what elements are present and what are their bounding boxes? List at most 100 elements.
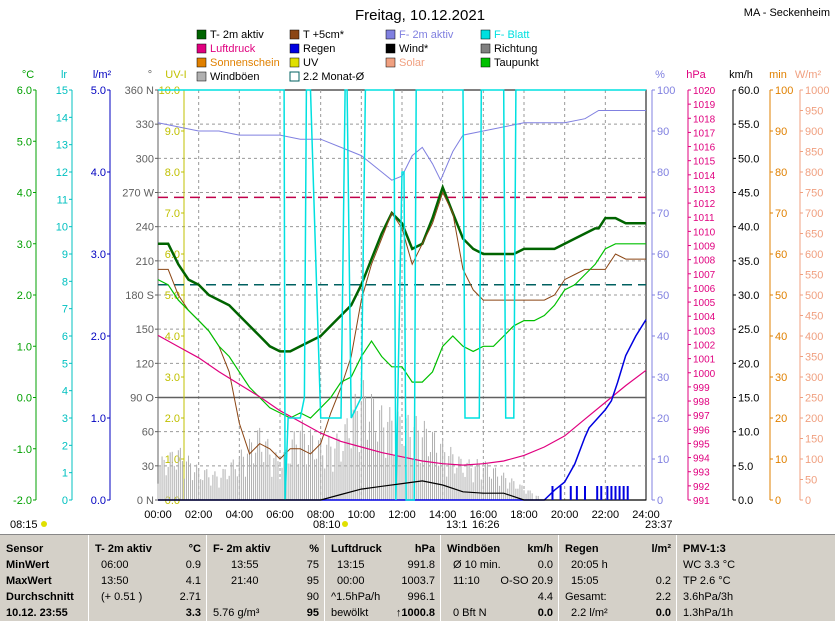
axis-tick-label: 0.0	[91, 495, 106, 507]
stats-pres-min: 991.8	[407, 559, 435, 571]
stats-temp-column: T- 2m aktiv °C 06:00 0.9 13:50 4.1 (+ 0.51 …	[88, 535, 207, 621]
axis-tick-label: 4.0	[17, 188, 32, 200]
axis-tick-label: 20	[775, 413, 787, 425]
series-line	[157, 243, 646, 419]
legend-swatch	[196, 57, 207, 68]
axis-tick-label: 2.0	[91, 331, 106, 343]
axis-tick-label: 2	[62, 440, 68, 452]
axis-tick-label: 50	[775, 290, 787, 302]
axis-tick-label: 996	[693, 425, 710, 436]
axis-tick-label: -2.0	[13, 495, 32, 507]
axis-tick-label: 50.0	[738, 153, 759, 165]
axis-tick-label: 5	[62, 358, 68, 370]
axis-tick-label: 5.0	[165, 290, 180, 302]
legend-swatch	[385, 57, 396, 68]
axis-unit: °C	[22, 69, 34, 81]
axis-tick-label: 10	[657, 454, 669, 466]
axis-tick-label: 5.0	[738, 461, 753, 473]
axis-tick-label: 120	[136, 358, 154, 370]
axis-tick-label: 360 N	[125, 85, 154, 97]
stats-pres-current: 1000.8	[401, 607, 435, 619]
axis-tick-label: 20.0	[738, 358, 759, 370]
stats-rain-max: 0.2	[655, 575, 671, 587]
stats-wind-current: 0.0	[537, 607, 553, 619]
axis-tick-label: 650	[805, 229, 823, 241]
axis-tick-label: 6	[62, 331, 68, 343]
axis-tick-label: 0	[657, 495, 663, 507]
series-line	[157, 334, 647, 466]
axis-tick-label: 1002	[693, 340, 716, 351]
axis-tick-label: 90	[775, 126, 787, 138]
stats-row-avg: Durchschnitt	[6, 591, 74, 603]
axis-tick-label: 7	[62, 304, 68, 316]
axis-tick-label: 5.0	[91, 85, 106, 97]
x-tick-label: 04:00	[226, 509, 254, 521]
axis-tick-label: 1001	[693, 355, 716, 366]
axis-unit: °	[148, 69, 152, 81]
axis-tick-label: 80	[657, 167, 669, 179]
x-tick-label: 24:00	[632, 509, 660, 521]
axis-tick-label: 600	[805, 249, 823, 261]
axis-tick-label: 1016	[693, 143, 716, 154]
x-tick-label: 10:00	[348, 509, 376, 521]
legend-label: T- 2m aktiv	[210, 29, 264, 41]
axis-tick-label: 1.0	[17, 341, 32, 353]
axis-tick-label: 994	[693, 454, 710, 465]
axis-tick-label: 1	[62, 468, 68, 480]
axis-tick-label: 0	[775, 495, 781, 507]
stats-temp-max-time: 13:50	[101, 575, 129, 587]
series-line	[158, 191, 646, 460]
stats-hum-head: F- 2m aktiv	[213, 543, 271, 555]
stats-pmv-3h: 3.6hPa/3h	[683, 591, 734, 603]
axis-tick-label: 30	[775, 372, 787, 384]
axis-tick-label: 330	[136, 119, 154, 131]
axis-tick-label: 3.0	[91, 249, 106, 261]
stats-rain-current: 0.0	[655, 607, 671, 619]
stats-temp-head: T- 2m aktiv	[95, 543, 152, 555]
x-tick-label: 02:00	[185, 509, 213, 521]
x-tick-label: 14:00	[429, 509, 457, 521]
stats-hum-min-time: 13:55	[231, 559, 259, 571]
stats-rain-head: Regen	[565, 543, 599, 555]
stats-temp-avg: 2.71	[179, 591, 201, 603]
stats-hum-avg: 90	[306, 591, 319, 603]
legend-swatch	[289, 29, 300, 40]
axis-tick-label: 12	[56, 167, 68, 179]
axis-tick-label: 240	[136, 222, 154, 234]
axis-tick-label: 0.0	[17, 393, 32, 405]
axis-tick-label: 850	[805, 147, 823, 159]
x-tick-label: 00:00	[144, 509, 172, 521]
x-tick-label: 12:00	[388, 509, 416, 521]
axis-tick-label: 40.0	[738, 222, 759, 234]
legend-swatch	[480, 43, 491, 54]
axis-tick-label: 550	[805, 270, 823, 282]
axis-tick-label: 150	[805, 434, 823, 446]
stats-hum-abs: 5.76 g/m³	[213, 607, 260, 619]
legend-label: Regen	[303, 43, 335, 55]
axis-tick-label: 40	[657, 331, 669, 343]
stats-temp-trend: (+ 0.51 )	[101, 591, 143, 603]
axis-unit: UV-I	[165, 69, 186, 81]
x-tick-label: 08:00	[307, 509, 335, 521]
stats-pres-avg: 996.1	[407, 591, 435, 603]
stats-hum-min: 75	[306, 559, 319, 571]
stats-wind-label: Ø 10 min.	[453, 559, 501, 571]
culmination2-label: 16:26	[472, 519, 500, 531]
legend-label: F- 2m aktiv	[399, 29, 454, 41]
statistics-panel: Sensor MinWert MaxWert Durchschnitt 10.1…	[0, 534, 835, 621]
axis-tick-label: 1010	[693, 227, 716, 238]
axis-tick-label: 50	[657, 290, 669, 302]
sunrise-icon	[41, 521, 47, 527]
axis-tick-label: 90 O	[130, 393, 154, 405]
axis-tick-label: 1008	[693, 256, 716, 267]
moonset-label: 23:37	[645, 519, 673, 531]
x-tick-label: 18:00	[510, 509, 538, 521]
axis-tick-label: 3	[62, 413, 68, 425]
chart-title: Freitag, 10.12.2021	[355, 7, 485, 24]
axis-tick-label: 1015	[693, 157, 716, 168]
weather-chart: Freitag, 10.12.2021 MA - Seckenheim T- 2m …	[10, 7, 830, 531]
series-line	[157, 110, 646, 182]
legend-label: Wind*	[399, 43, 429, 55]
axis-tick-label: 3.0	[165, 372, 180, 384]
axis-tick-label: 0	[62, 495, 68, 507]
